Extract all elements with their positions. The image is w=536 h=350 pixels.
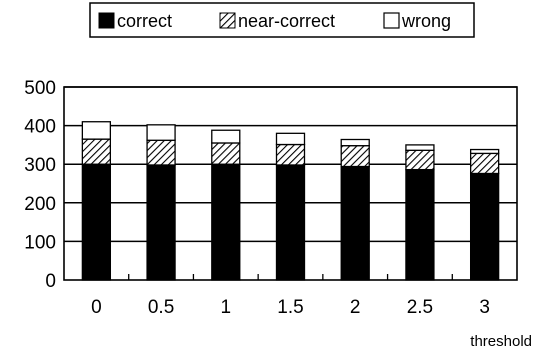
- legend-label-correct: correct: [117, 11, 172, 31]
- bar-near-correct-2: [340, 145, 370, 168]
- bar-wrong-2.5: [405, 144, 435, 151]
- legend-entry-correct: correct: [98, 11, 172, 31]
- bar-near-correct-1.5: [275, 143, 306, 166]
- bar-correct-0: [81, 163, 112, 281]
- bar-near-correct-1: [211, 142, 241, 165]
- bar-wrong-1.5: [275, 132, 306, 146]
- bar-near-correct-0.5: [146, 139, 176, 166]
- bar-correct-1.5: [275, 164, 306, 281]
- x-tick-label-3: 3: [479, 297, 490, 318]
- legend-label-wrong: wrong: [401, 11, 451, 31]
- bar-near-correct-3: [469, 152, 500, 175]
- x-tick-label-1.5: 1.5: [277, 297, 303, 318]
- legend-entry-near-correct: near-correct: [219, 11, 335, 31]
- legend-swatch-correct: [98, 12, 115, 29]
- legend: correct near-correct wrong: [89, 2, 475, 38]
- bar-correct-1: [211, 163, 241, 281]
- y-tick-label-0: 0: [45, 271, 56, 292]
- legend-entry-wrong: wrong: [383, 11, 451, 31]
- plot-frame: [63, 86, 518, 281]
- bar-wrong-0: [81, 121, 112, 140]
- y-tick-label-100: 100: [24, 232, 56, 253]
- bar-near-correct-0: [81, 138, 112, 165]
- legend-swatch-near-correct: [219, 12, 236, 29]
- x-tick-label-0: 0: [91, 297, 102, 318]
- bar-correct-3: [469, 172, 500, 281]
- bar-wrong-2: [340, 138, 370, 147]
- y-tick-label-500: 500: [24, 78, 56, 99]
- x-tick-label-2.5: 2.5: [407, 297, 433, 318]
- y-tick-label-200: 200: [24, 194, 56, 215]
- legend-swatch-wrong: [383, 12, 400, 29]
- y-tick-label-300: 300: [24, 155, 56, 176]
- x-tick-labels: 0 0.5 1 1.5 2 2.5 3: [91, 297, 490, 318]
- y-tick-label-400: 400: [24, 117, 56, 138]
- legend-frame: [89, 2, 475, 38]
- bar-correct-2: [340, 165, 370, 281]
- bar-wrong-1: [211, 129, 241, 144]
- x-tick-label-0.5: 0.5: [148, 297, 174, 318]
- y-tick-labels: 0 100 200 300 400 500: [24, 78, 56, 292]
- bar-correct-0.5: [146, 164, 176, 281]
- bar-wrong-3: [469, 148, 500, 155]
- x-axis-label: threshold: [470, 333, 532, 350]
- bar-correct-2.5: [405, 168, 435, 281]
- x-tick-label-1: 1: [220, 297, 231, 318]
- legend-label-near-correct: near-correct: [238, 11, 335, 31]
- bar-near-correct-2.5: [405, 149, 435, 171]
- x-tick-label-2: 2: [350, 297, 361, 318]
- axes: [63, 86, 518, 281]
- bar-wrong-0.5: [146, 124, 176, 141]
- bars: [81, 121, 500, 281]
